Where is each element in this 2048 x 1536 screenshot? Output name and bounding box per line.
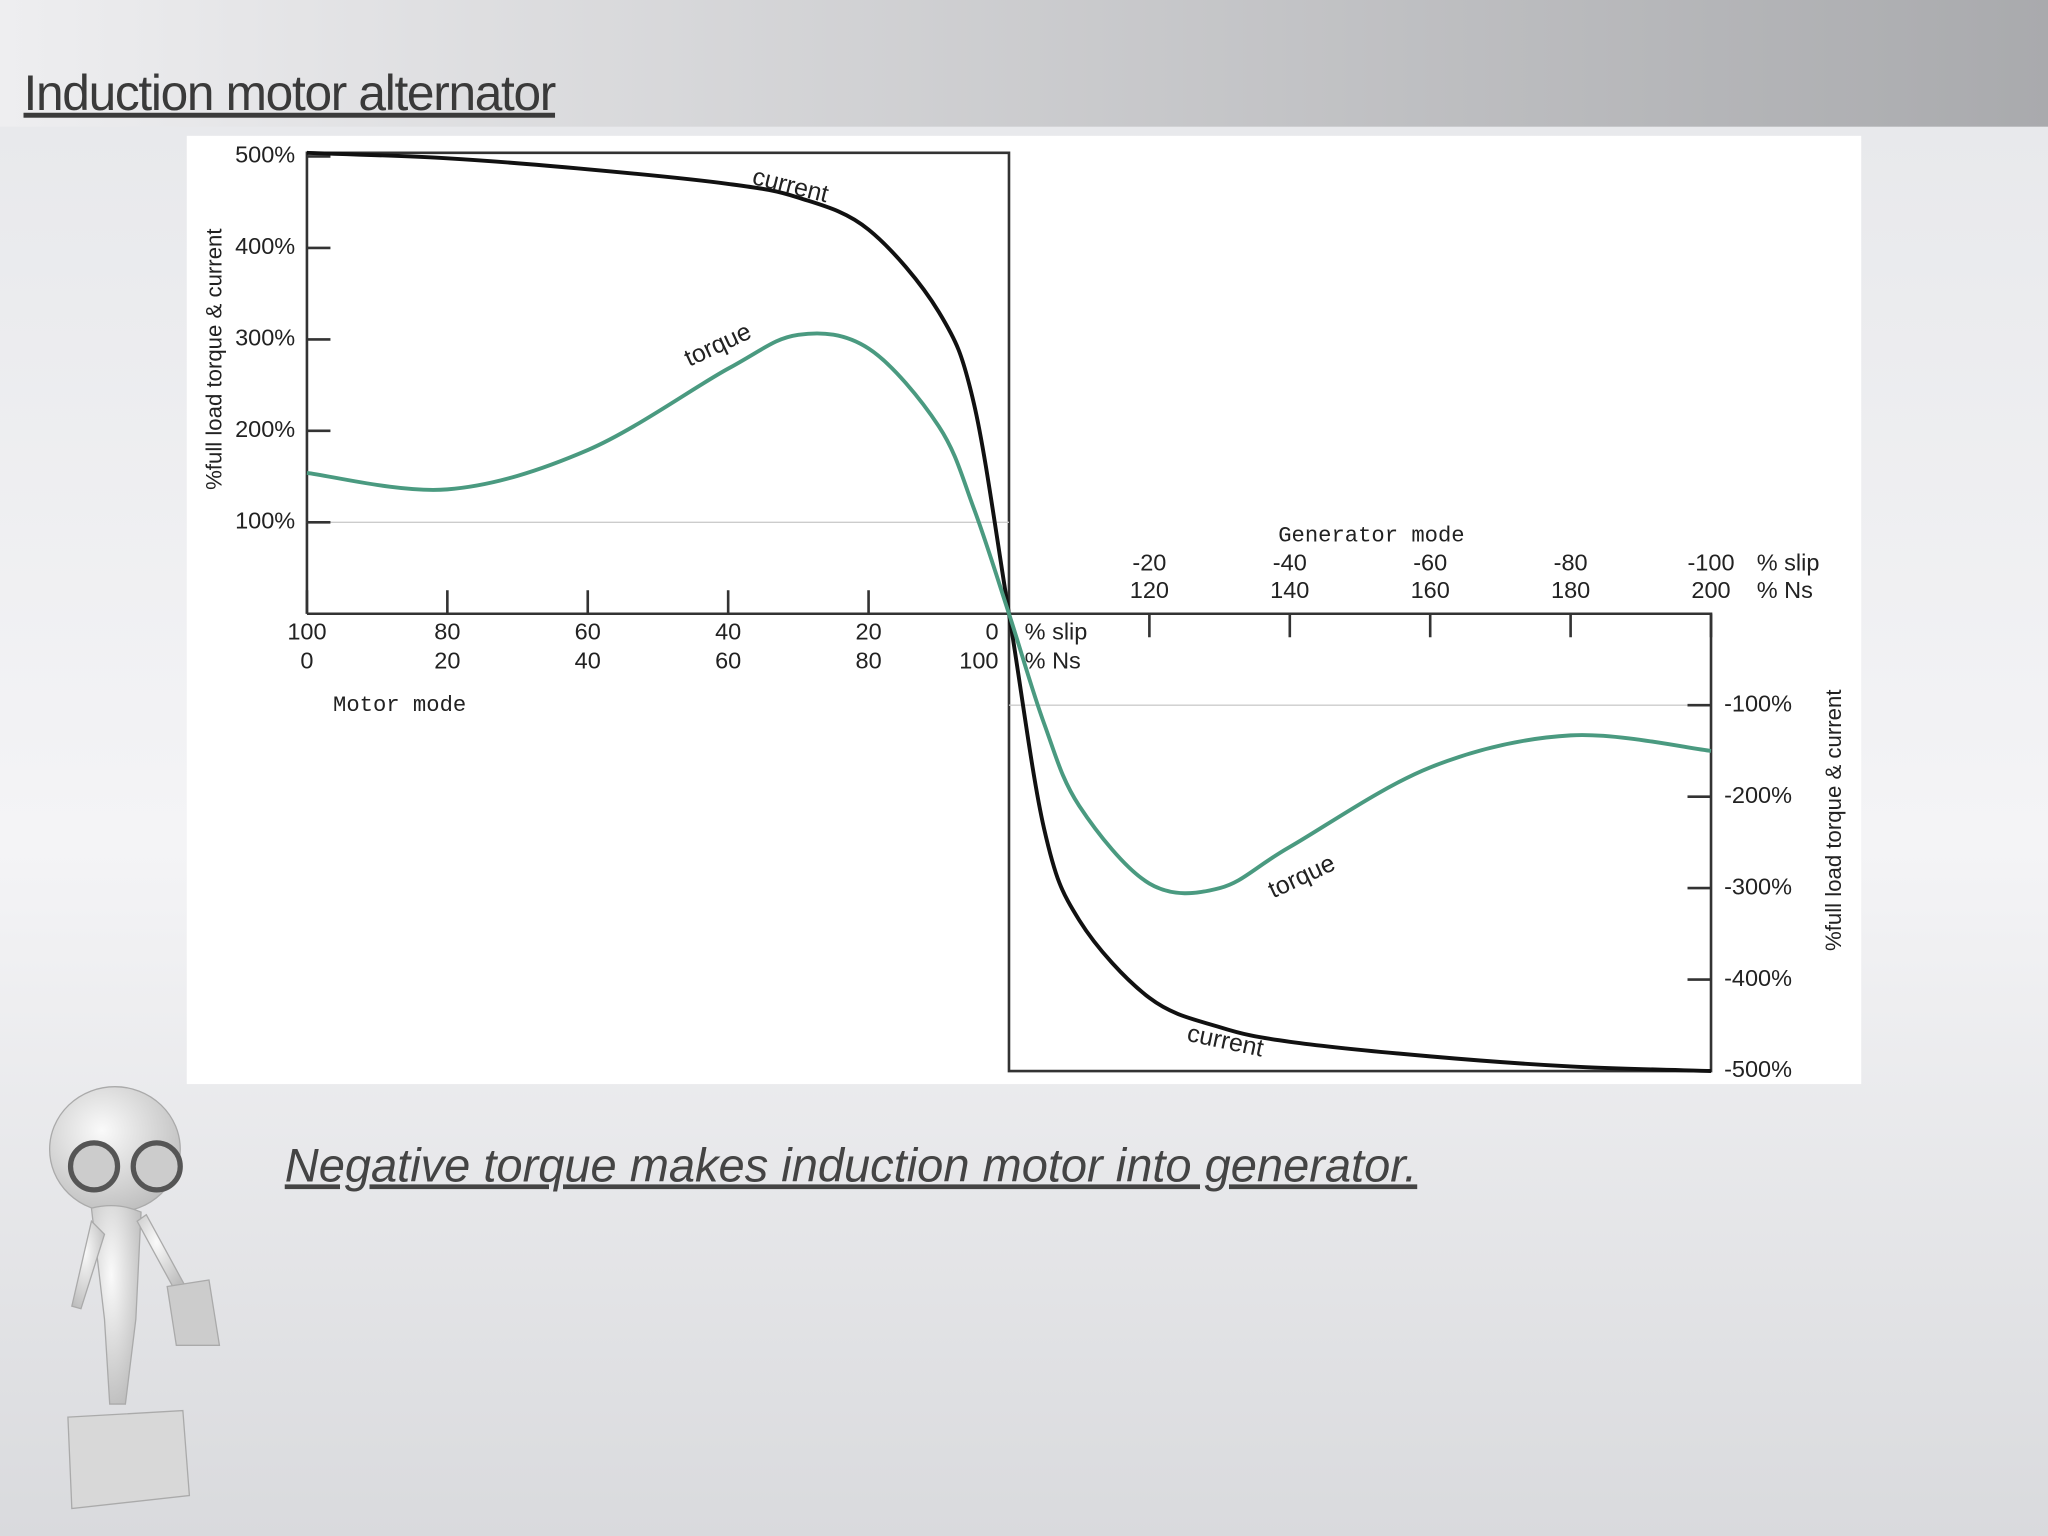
x-tick-label: -40 <box>1273 549 1307 575</box>
y2-tick-label: -100% <box>1724 690 1792 716</box>
ns-tick-label: 140 <box>1270 577 1309 603</box>
slide-title: Induction motor alternator <box>24 65 556 121</box>
ns-tick-label: 200 <box>1691 577 1730 603</box>
x-tick-label: -100 <box>1687 549 1734 575</box>
motor-mode-label: Motor mode <box>333 693 466 718</box>
ns-tick-label: 120 <box>1130 577 1169 603</box>
x-tick-label: 60 <box>575 619 601 645</box>
x-tick-label: -80 <box>1554 549 1588 575</box>
y2-tick-label: -500% <box>1724 1056 1792 1082</box>
y2-tick-label: -200% <box>1724 782 1792 808</box>
y-tick-label: 300% <box>235 325 295 351</box>
ns-tick-label: 40 <box>575 647 601 673</box>
caption: Negative torque makes induction motor in… <box>285 1138 1417 1191</box>
generator-mode-label: Generator mode <box>1278 523 1464 548</box>
ns-unit: % Ns <box>1025 647 1081 673</box>
title-band <box>0 0 2048 127</box>
slip-unit: % slip <box>1025 619 1088 645</box>
ns-tick-label: 100 <box>959 647 998 673</box>
x-tick-label: -60 <box>1413 549 1447 575</box>
y-tick-label: 400% <box>235 233 295 259</box>
ns-tick-label: 60 <box>715 647 741 673</box>
ns-tick-label: 0 <box>300 647 313 673</box>
ns-tick-label: 80 <box>856 647 882 673</box>
ns-tick-label: 160 <box>1411 577 1450 603</box>
x-tick-label: 100 <box>287 619 326 645</box>
ns-tick-label: 180 <box>1551 577 1590 603</box>
y2-tick-label: -400% <box>1724 965 1792 991</box>
x-tick-label: 40 <box>715 619 741 645</box>
y-tick-label: 500% <box>235 142 295 168</box>
figure <box>48 1086 221 1510</box>
ns-tick-label: 20 <box>434 647 460 673</box>
y-axis-label: %full load torque & current <box>201 228 226 489</box>
x-tick-label: 80 <box>434 619 460 645</box>
curve <box>306 331 1712 896</box>
y-tick-label: 100% <box>235 507 295 533</box>
x-tick-label: -20 <box>1132 549 1166 575</box>
slip-unit: % slip <box>1757 549 1820 575</box>
y2-axis-label: %full load torque & current <box>1821 690 1846 951</box>
x-tick-label: 20 <box>856 619 882 645</box>
x-tick-label: 0 <box>985 619 998 645</box>
chart-background <box>186 135 1862 1085</box>
y2-tick-label: -300% <box>1724 873 1792 899</box>
ns-unit: % Ns <box>1757 577 1813 603</box>
y-tick-label: 200% <box>235 416 295 442</box>
